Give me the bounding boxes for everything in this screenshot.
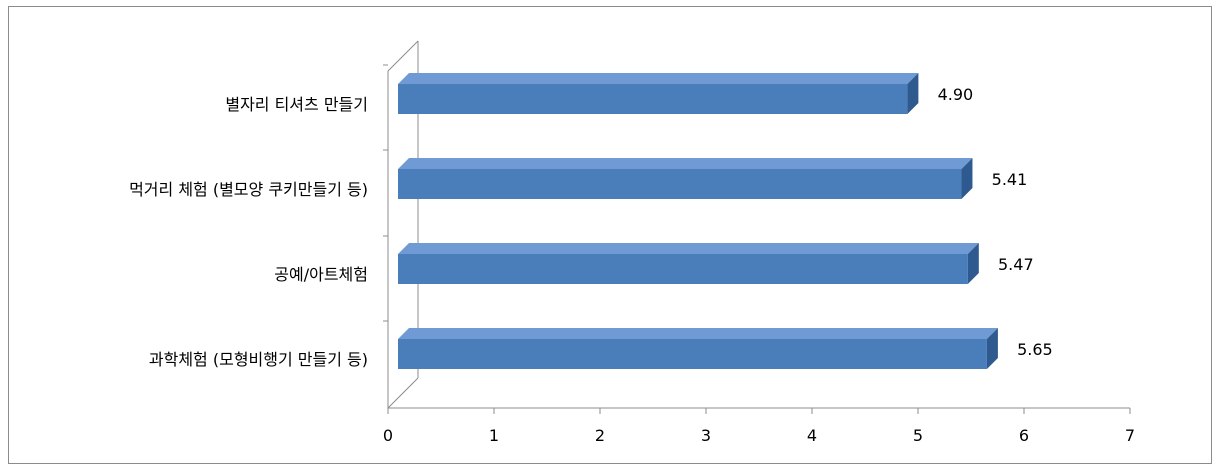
x-tick-label: 0	[383, 426, 393, 445]
x-tick-label: 2	[595, 426, 605, 445]
x-tick-label: 4	[807, 426, 817, 445]
floor-depth-edge	[387, 377, 419, 409]
category-label: 과학체험 (모형비행기 만들기 등)	[149, 350, 368, 369]
x-tick-label: 5	[913, 426, 923, 445]
bar-top-face	[398, 328, 998, 339]
bars	[398, 73, 998, 369]
x-tick-label: 1	[489, 426, 499, 445]
left-wall-top-edge	[387, 40, 419, 72]
category-label: 먹거리 체험 (별모양 쿠키만들기 등)	[129, 180, 368, 199]
bar-end-face	[986, 328, 998, 369]
bar	[398, 339, 987, 369]
category-label: 별자리 티셔츠 만들기	[225, 95, 368, 114]
value-label: 5.65	[1017, 340, 1053, 359]
bar-end-face	[967, 243, 979, 284]
bar-top-face	[398, 243, 979, 254]
bar	[398, 169, 962, 199]
bar	[398, 84, 908, 114]
bar-end-face	[907, 73, 919, 114]
value-label: 4.90	[938, 85, 974, 104]
labels: 0 1 2 3 4 5 6 7 4.90 별자리 티셔츠 만들기 5.41 먹거리 체험 (별모양 쿠…	[129, 85, 1135, 445]
x-tick-label: 6	[1019, 426, 1029, 445]
value-label: 5.47	[998, 255, 1034, 274]
category-label: 공예/아트체험	[274, 265, 368, 284]
bar-end-face	[961, 158, 973, 199]
bar	[398, 254, 968, 284]
bar-top-face	[398, 73, 919, 84]
value-label: 5.41	[992, 170, 1028, 189]
bar-top-face	[398, 158, 973, 169]
x-tick-label: 3	[701, 426, 711, 445]
x-tick-label: 7	[1125, 426, 1135, 445]
